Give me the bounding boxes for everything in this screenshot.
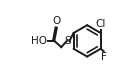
Text: HO: HO — [31, 36, 47, 46]
Text: O: O — [53, 16, 61, 26]
Text: S: S — [65, 36, 72, 46]
Text: F: F — [101, 52, 107, 62]
Text: Cl: Cl — [96, 19, 106, 29]
